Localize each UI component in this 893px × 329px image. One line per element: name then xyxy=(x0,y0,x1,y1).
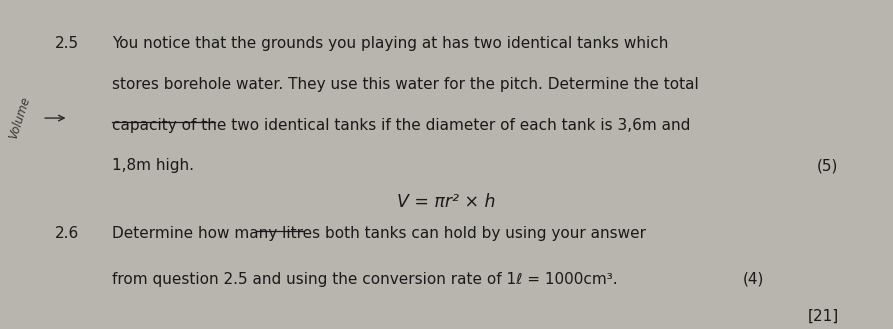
Text: stores borehole water. They use this water for the pitch. Determine the total: stores borehole water. They use this wat… xyxy=(113,77,699,92)
Text: 1,8m high.: 1,8m high. xyxy=(113,158,194,173)
Text: capacity of the two identical tanks if the diameter of each tank is 3,6m and: capacity of the two identical tanks if t… xyxy=(113,118,690,133)
Text: Determine how many litres both tanks can hold by using your answer: Determine how many litres both tanks can… xyxy=(113,226,647,241)
Text: (4): (4) xyxy=(742,271,764,287)
Text: 2.5: 2.5 xyxy=(54,36,79,51)
Text: [21]: [21] xyxy=(807,309,839,324)
Text: (5): (5) xyxy=(817,158,839,173)
Text: V = πr² × h: V = πr² × h xyxy=(397,193,496,211)
Text: from question 2.5 and using the conversion rate of 1ℓ = 1000cm³.: from question 2.5 and using the conversi… xyxy=(113,271,618,287)
Text: 2.6: 2.6 xyxy=(54,226,79,241)
Text: Volume: Volume xyxy=(6,95,32,141)
Text: You notice that the grounds you playing at has two identical tanks which: You notice that the grounds you playing … xyxy=(113,36,669,51)
